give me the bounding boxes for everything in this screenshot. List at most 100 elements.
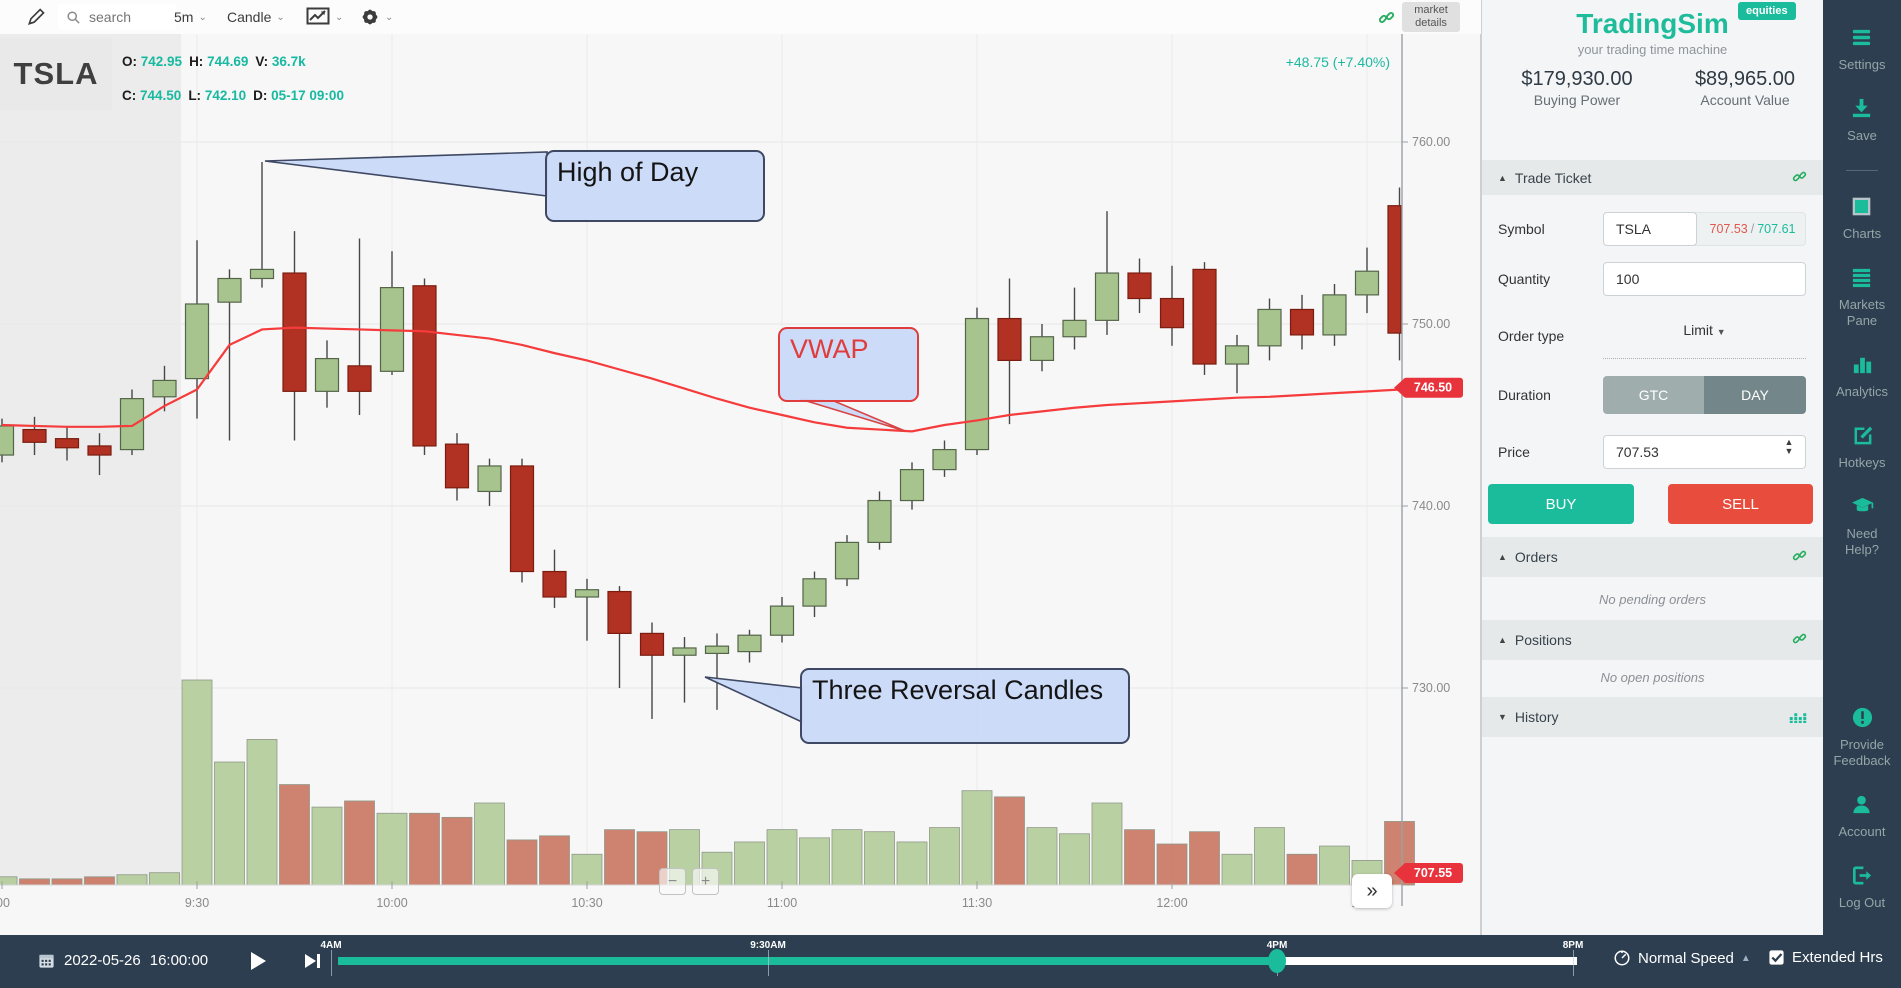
timeframe-select[interactable]: 5m ⌄ <box>174 0 207 34</box>
annotation-vwap[interactable]: VWAP <box>778 327 919 402</box>
order-type-select[interactable]: Limit ▼ <box>1603 322 1806 338</box>
replay-datetime-picker[interactable]: 2022-05-26 16:00:00 <box>38 952 208 969</box>
candlestick <box>1322 294 1347 336</box>
chart-settings-select[interactable]: ⌄ <box>360 0 393 34</box>
sidebar-item-need-help?[interactable]: Need Help? <box>1845 495 1879 558</box>
slider-track-remaining[interactable] <box>1277 957 1577 965</box>
candlestick <box>249 268 275 280</box>
x-axis-label: 10:00 <box>376 896 407 910</box>
price-stepper[interactable]: ▲ ▼ <box>1782 438 1796 456</box>
history-header[interactable]: ▼ History <box>1482 697 1823 737</box>
speedometer-icon <box>1613 949 1631 967</box>
chart-region: 760.00 750.00 740.00 730.00 00 9:30 10:00 10:30… <box>0 34 1481 935</box>
annotation-trc[interactable]: Three Reversal Candles <box>800 668 1130 744</box>
volume-bar <box>1059 833 1090 886</box>
chevron-down-icon: ⌄ <box>385 11 394 23</box>
sidebar-item-provide-feedback[interactable]: Provide Feedback <box>1833 706 1891 769</box>
buy-button[interactable]: BUY <box>1488 484 1634 524</box>
y-axis-label: 740.00 <box>1412 499 1450 513</box>
candlestick <box>1387 205 1402 334</box>
account-icon <box>1850 795 1873 820</box>
volume-bar <box>1156 843 1188 886</box>
sidebar-item-markets-pane[interactable]: Markets Pane <box>1839 266 1885 329</box>
volume-bar <box>831 829 863 886</box>
volume-bar <box>1091 802 1123 886</box>
draw-pencil-icon[interactable] <box>26 0 46 34</box>
ohlc-line-2: C: 744.50 L: 742.10 D: 05-17 09:00 <box>122 88 344 103</box>
sidebar-item-label: Log Out <box>1838 895 1886 910</box>
duration-day-button[interactable]: DAY <box>1704 376 1806 414</box>
slider-tick <box>331 950 332 976</box>
market-details-button[interactable]: market details <box>1402 2 1460 32</box>
slider-track-filled[interactable] <box>338 957 1277 965</box>
positions-header[interactable]: ▲ Positions <box>1482 620 1823 660</box>
volume-bar <box>474 802 505 886</box>
symbol-input[interactable] <box>1603 212 1697 246</box>
speed-value: Normal Speed <box>1638 949 1734 967</box>
brand-title: TradingSim <box>1576 8 1729 39</box>
volume-bar <box>19 878 50 886</box>
chart-zoom-in-button[interactable]: + <box>692 868 719 895</box>
premarket-band <box>0 34 181 885</box>
settings-icon <box>1850 29 1873 53</box>
speed-select[interactable]: Normal Speed ▲ <box>1613 949 1751 967</box>
candlestick <box>964 317 990 451</box>
sidebar-item-analytics[interactable]: Analytics <box>1836 353 1888 400</box>
slider-handle[interactable] <box>1268 949 1286 973</box>
volume-bar <box>961 790 993 886</box>
link-icon[interactable] <box>1792 169 1807 187</box>
sidebar-item-account[interactable]: Account <box>1839 793 1885 840</box>
candlestick <box>314 357 340 392</box>
stepper-up-icon[interactable]: ▲ <box>1784 437 1794 447</box>
candlestick <box>1159 297 1185 329</box>
replay-bar: 2022-05-26 16:00:00 4AM 9:30AM 4PM 8PM Norm… <box>0 935 1901 988</box>
candlestick <box>22 428 47 443</box>
quantity-input[interactable] <box>1603 262 1806 296</box>
candlestick-chart: 760.00 750.00 740.00 730.00 00 9:30 10:00 10:30… <box>0 34 1463 910</box>
sidebar-item-charts[interactable]: Charts <box>1843 195 1881 242</box>
link-chart-icon[interactable] <box>1378 0 1395 34</box>
link-icon[interactable] <box>1792 548 1807 566</box>
scroll-to-latest-button[interactable]: » <box>1352 874 1392 908</box>
sidebar-item-label: Charts <box>1842 226 1882 241</box>
candlestick <box>997 317 1022 362</box>
duration-gtc-button[interactable]: GTC <box>1603 376 1704 414</box>
sell-button[interactable]: SELL <box>1668 484 1813 524</box>
sidebar-item-settings[interactable]: Settings <box>1838 26 1886 73</box>
account-value: $89,965.00 <box>1694 68 1796 90</box>
extended-hours-label: Extended Hrs <box>1792 949 1883 966</box>
search-box[interactable] <box>58 4 176 30</box>
stepper-down-icon[interactable]: ▼ <box>1784 446 1794 456</box>
step-forward-button[interactable] <box>303 950 323 977</box>
volume-bar <box>864 831 895 886</box>
symbol-field-group: 707.53 / 707.61 <box>1603 212 1806 246</box>
candlestick <box>867 499 892 544</box>
sidebar-item-save[interactable]: Save <box>1847 97 1877 144</box>
sidebar-item-log-out[interactable]: Log Out <box>1839 864 1885 911</box>
volume-bar <box>311 806 343 886</box>
annotation-hod[interactable]: High of Day <box>545 150 765 222</box>
analytics-icon <box>1851 357 1874 380</box>
candlestick <box>1224 345 1250 365</box>
extended-hours-toggle[interactable]: Extended Hrs <box>1768 949 1883 966</box>
search-input[interactable] <box>87 8 171 26</box>
history-chart-icon[interactable] <box>1789 708 1807 726</box>
chart-zoom-out-button[interactable]: − <box>659 868 686 895</box>
sidebar-item-label: Settings <box>1838 57 1886 72</box>
play-button[interactable] <box>248 950 268 977</box>
chevron-down-icon: ⌄ <box>198 11 207 23</box>
y-axis-label: 760.00 <box>1412 135 1450 149</box>
volume-bar <box>149 872 180 886</box>
candlestick <box>509 465 535 573</box>
sidebar-item-hotkeys[interactable]: Hotkeys <box>1839 424 1885 471</box>
price-input[interactable] <box>1603 435 1806 469</box>
trade-ticket-header[interactable]: ▲ Trade Ticket <box>1482 160 1823 195</box>
link-icon[interactable] <box>1792 631 1807 649</box>
duration-label: Duration <box>1498 387 1551 403</box>
series-type-select[interactable]: Candle ⌄ <box>227 0 285 34</box>
volume-bar <box>766 829 798 886</box>
orders-header[interactable]: ▲ Orders <box>1482 537 1823 577</box>
indicators-select[interactable]: ⌄ <box>306 0 343 34</box>
volume-bar <box>214 761 245 886</box>
chevron-down-icon: ▼ <box>1716 327 1726 337</box>
